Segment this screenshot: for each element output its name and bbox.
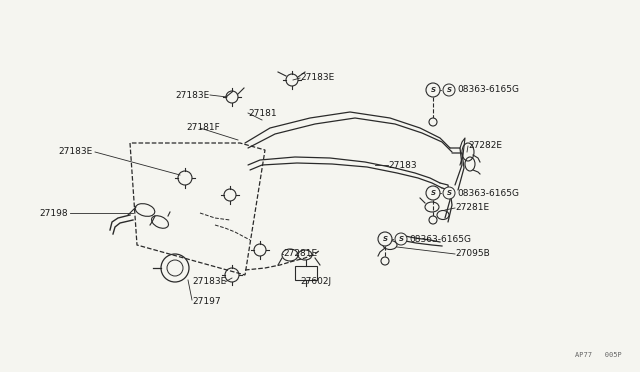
Circle shape <box>378 232 392 246</box>
Text: 27282E: 27282E <box>468 141 502 151</box>
Circle shape <box>443 84 455 96</box>
Text: 08363-6165G: 08363-6165G <box>457 189 519 198</box>
Text: S: S <box>447 190 451 196</box>
Circle shape <box>395 233 407 245</box>
Text: 27281E: 27281E <box>283 250 317 259</box>
Text: 27183E: 27183E <box>176 90 210 99</box>
Circle shape <box>426 186 440 200</box>
Text: AP77   005P: AP77 005P <box>575 352 622 358</box>
Text: S: S <box>399 236 403 242</box>
Circle shape <box>443 187 455 199</box>
Text: 27181: 27181 <box>248 109 276 118</box>
Circle shape <box>381 257 389 265</box>
Text: S: S <box>447 87 451 93</box>
Text: 27181F: 27181F <box>186 124 220 132</box>
Text: 27602J: 27602J <box>300 278 331 286</box>
Text: 08363-6165G: 08363-6165G <box>409 234 471 244</box>
Circle shape <box>429 118 437 126</box>
Text: 27183E: 27183E <box>58 148 92 157</box>
Text: 27095B: 27095B <box>455 250 490 259</box>
Text: 27183: 27183 <box>388 160 417 170</box>
Text: 27183E: 27183E <box>300 74 334 83</box>
Circle shape <box>429 216 437 224</box>
Text: 08363-6165G: 08363-6165G <box>457 86 519 94</box>
Text: 27281E: 27281E <box>455 203 489 212</box>
Text: S: S <box>431 190 435 196</box>
Text: 27198: 27198 <box>40 208 68 218</box>
Circle shape <box>426 83 440 97</box>
Text: S: S <box>383 236 387 242</box>
Text: S: S <box>431 87 435 93</box>
Text: 27197: 27197 <box>192 298 221 307</box>
Text: 27183E: 27183E <box>192 278 227 286</box>
